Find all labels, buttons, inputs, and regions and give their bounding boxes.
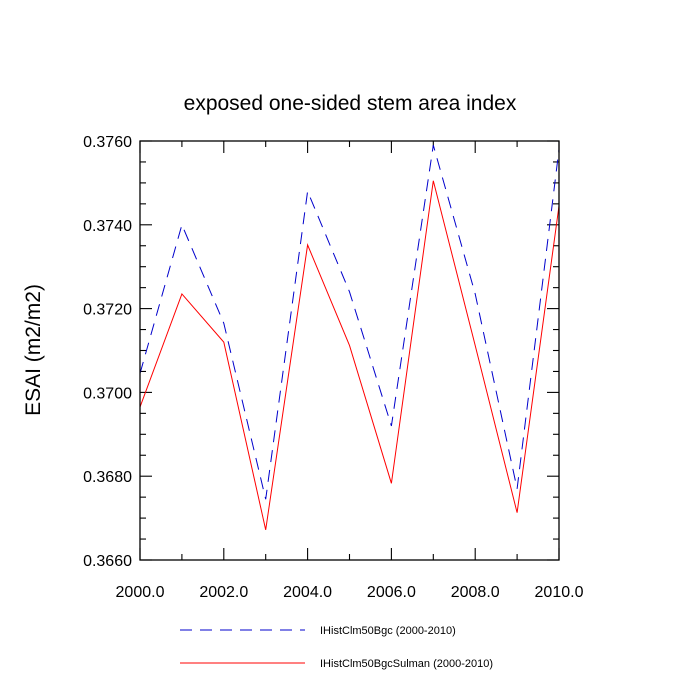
series-lines — [139, 145, 560, 530]
y-tick-label: 0.3760 — [83, 134, 132, 151]
legend: IHistClm50Bgc (2000-2010) IHistClm50BgcSu… — [180, 625, 493, 670]
legend-label-1: IHistClm50Bgc (2000-2010) — [320, 625, 456, 637]
y-tick-label: 0.3740 — [83, 218, 132, 235]
plot-frame — [139, 140, 560, 561]
minor-ticks — [140, 141, 559, 560]
x-tick-label: 2002.0 — [199, 584, 248, 601]
legend-label-2: IHistClm50BgcSulman (2000-2010) — [320, 658, 493, 670]
major-ticks — [139, 140, 560, 561]
x-tick-label: 2004.0 — [283, 584, 332, 601]
y-tick-label: 0.3680 — [83, 469, 132, 486]
series-line-1 — [139, 145, 560, 500]
tick-labels: 2000.0 2002.0 2004.0 2006.0 2008.0 2010.0 0.36… — [83, 134, 584, 601]
y-tick-label: 0.3700 — [83, 385, 132, 402]
chart-title: exposed one-sided stem area index — [184, 92, 517, 115]
y-axis-label: ESAI (m2/m2) — [22, 284, 45, 416]
series-line-2 — [139, 180, 560, 530]
y-tick-label: 0.3720 — [83, 302, 132, 319]
x-tick-label: 2006.0 — [367, 584, 416, 601]
x-tick-label: 2000.0 — [116, 584, 165, 601]
x-tick-label: 2008.0 — [451, 584, 500, 601]
x-tick-label: 2010.0 — [535, 584, 584, 601]
y-tick-label: 0.3660 — [83, 553, 132, 570]
